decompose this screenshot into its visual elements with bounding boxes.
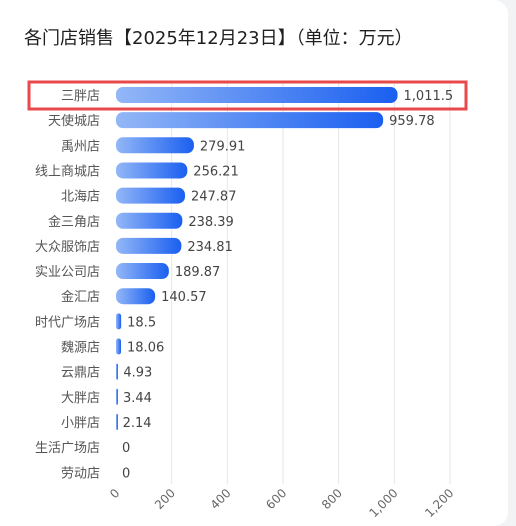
category-label: 生活广场店 bbox=[35, 441, 100, 456]
value-label: 247.87 bbox=[191, 190, 237, 205]
x-tick-label: 200 bbox=[152, 486, 178, 512]
x-tick-label: 1,000 bbox=[367, 486, 401, 520]
x-tick-label: 1,200 bbox=[422, 486, 456, 520]
x-tick-label: 600 bbox=[263, 486, 289, 512]
value-label: 0 bbox=[122, 466, 130, 481]
bar[interactable] bbox=[116, 162, 188, 179]
category-label: 大胖店 bbox=[61, 391, 100, 406]
category-label: 金三角店 bbox=[48, 214, 100, 230]
value-label: 189.87 bbox=[175, 265, 221, 280]
category-label: 大众服饰店 bbox=[35, 240, 100, 255]
value-label: 234.81 bbox=[187, 240, 233, 255]
bar[interactable] bbox=[116, 363, 118, 380]
category-label: 劳动店 bbox=[61, 465, 100, 481]
value-label: 256.21 bbox=[193, 164, 239, 179]
category-label: 时代广场店 bbox=[35, 315, 100, 330]
value-label: 0 bbox=[122, 441, 130, 456]
bar[interactable] bbox=[116, 263, 169, 280]
value-label: 18.06 bbox=[127, 341, 164, 356]
value-label: 18.5 bbox=[127, 315, 156, 330]
category-label: 天使城店 bbox=[48, 113, 100, 129]
value-label: 279.91 bbox=[200, 139, 246, 154]
chart-title: 各门店销售【2025年12月23日】（单位：万元） bbox=[24, 28, 413, 49]
category-label: 实业公司店 bbox=[35, 265, 100, 280]
value-label: 1,011.5 bbox=[404, 89, 454, 104]
value-label: 140.57 bbox=[161, 290, 207, 305]
category-label: 三胖店 bbox=[61, 89, 100, 104]
x-tick-label: 800 bbox=[319, 486, 345, 512]
value-label: 959.78 bbox=[389, 114, 435, 129]
category-label: 北海店 bbox=[61, 190, 100, 205]
bar[interactable] bbox=[116, 137, 194, 154]
bar[interactable] bbox=[116, 237, 182, 254]
x-tick-label: 0 bbox=[107, 486, 122, 501]
bar[interactable] bbox=[116, 413, 118, 430]
highlight-box bbox=[27, 80, 468, 111]
x-tick-label: 400 bbox=[208, 486, 234, 512]
category-label: 魏源店 bbox=[61, 341, 100, 356]
bar[interactable] bbox=[116, 187, 185, 204]
bar[interactable] bbox=[116, 388, 118, 405]
value-label: 2.14 bbox=[123, 416, 152, 431]
category-label: 小胖店 bbox=[61, 416, 100, 431]
bar[interactable] bbox=[116, 112, 384, 129]
bar[interactable] bbox=[116, 212, 183, 229]
value-label: 238.39 bbox=[188, 215, 234, 230]
bar[interactable] bbox=[116, 288, 156, 305]
bar[interactable] bbox=[116, 313, 122, 330]
category-label: 线上商城店 bbox=[35, 164, 100, 179]
bar[interactable] bbox=[116, 338, 122, 355]
category-label: 云鼎店 bbox=[61, 366, 100, 381]
value-label: 3.44 bbox=[123, 391, 152, 406]
category-label: 金汇店 bbox=[61, 289, 100, 305]
value-label: 4.93 bbox=[123, 366, 152, 381]
category-label: 禹州店 bbox=[61, 139, 100, 154]
bar[interactable] bbox=[116, 87, 398, 103]
